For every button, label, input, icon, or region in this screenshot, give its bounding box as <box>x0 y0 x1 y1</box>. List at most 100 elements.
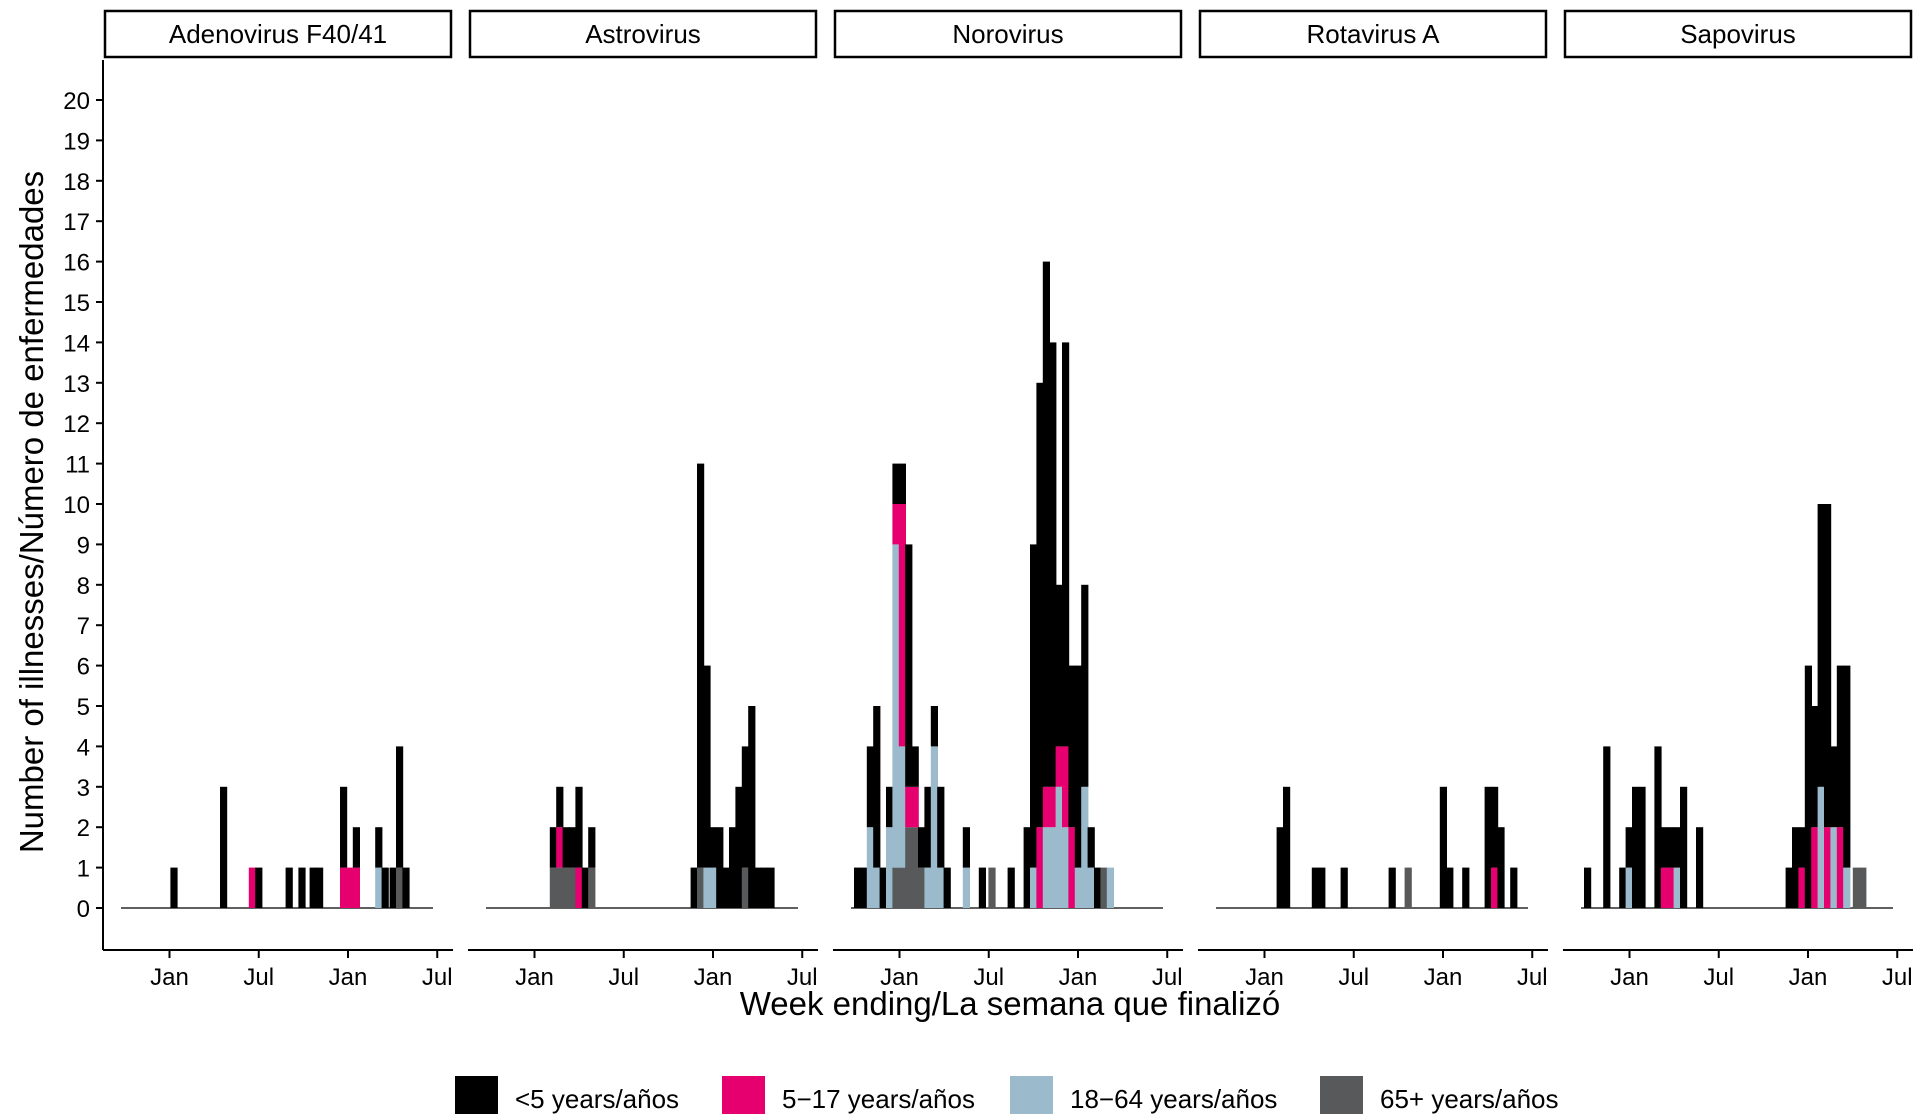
bar-segment <box>575 867 583 908</box>
bar-segment <box>316 867 324 908</box>
bar-segment <box>1081 584 1089 787</box>
bar-segment <box>873 867 881 908</box>
bar-segment <box>549 827 557 868</box>
y-tick-label: 16 <box>63 250 90 277</box>
bar-segment <box>873 706 881 868</box>
bar-segment <box>352 867 360 908</box>
bar-segment <box>1836 827 1844 908</box>
bar-segment <box>1619 867 1627 908</box>
bar-segment <box>1673 867 1681 908</box>
facet-title: Rotavirus A <box>1307 19 1441 49</box>
bar-segment <box>1667 867 1675 908</box>
bar-segment <box>911 786 919 828</box>
bar-segment <box>690 867 698 908</box>
bar-segment <box>918 867 926 908</box>
x-tick-label: Jul <box>422 964 453 991</box>
y-tick-label: 11 <box>65 452 90 479</box>
bar-segment <box>709 827 717 868</box>
bar-segment <box>402 867 410 908</box>
bar-segment <box>1042 786 1050 828</box>
y-tick-label: 1 <box>77 856 90 883</box>
y-tick-label: 14 <box>63 330 90 357</box>
bar-segment <box>1087 867 1095 908</box>
x-tick-label: Jan <box>1245 964 1284 991</box>
bar-segment <box>581 867 589 908</box>
bar-segment <box>1811 827 1819 908</box>
bar-segment <box>1484 786 1492 908</box>
bar-segment <box>918 827 926 868</box>
bar-segment <box>1276 827 1284 908</box>
bar-segment <box>1062 342 1070 747</box>
bar-segment <box>1068 665 1076 828</box>
bar-segment <box>389 867 397 908</box>
bar-segment <box>741 867 749 908</box>
bar-segment <box>1830 746 1838 828</box>
bar-segment <box>716 827 724 908</box>
x-tick-label: Jan <box>329 964 368 991</box>
bar-segment <box>1087 827 1095 868</box>
y-tick-label: 20 <box>63 88 90 115</box>
bar-segment <box>309 867 317 908</box>
bar-segment <box>1042 261 1050 787</box>
legend-label: <5 years/años <box>515 1084 679 1114</box>
bar-segment <box>1673 827 1681 868</box>
bar-segment <box>255 867 263 908</box>
bar-segment <box>1318 867 1326 908</box>
y-tick-label: 0 <box>77 896 90 923</box>
bar-segment <box>866 746 874 828</box>
bar-segment <box>1660 867 1668 908</box>
bar-segment <box>1062 827 1070 908</box>
y-tick-label: 13 <box>63 371 90 398</box>
bar-segment <box>1388 867 1396 908</box>
bar-segment <box>962 827 970 868</box>
facet-title: Sapovirus <box>1680 19 1796 49</box>
bar-segment <box>1030 544 1038 868</box>
legend-label: 5−17 years/años <box>782 1084 975 1114</box>
bar-segment <box>549 867 557 908</box>
facet-strip <box>103 9 453 59</box>
bar-segment <box>1311 867 1319 908</box>
bar-segment <box>978 867 986 908</box>
bar-segment <box>1062 746 1070 828</box>
facet-panel: Astrovirus Jan Jul Jan Jul <box>468 9 818 991</box>
x-tick-label: Jan <box>1059 964 1098 991</box>
bar-segment <box>937 867 945 908</box>
bar-segment <box>1654 746 1662 908</box>
bar-segment <box>911 746 919 787</box>
x-tick-label: Jul <box>243 964 274 991</box>
y-tick-label: 8 <box>77 573 90 600</box>
legend-label: 65+ years/años <box>1380 1084 1559 1114</box>
bar-segment <box>340 786 348 868</box>
bar-segment <box>248 867 256 908</box>
bar-segment <box>892 504 900 545</box>
bar-segment <box>1798 867 1806 908</box>
facet-panel: Norovirus Jan Jul Jan Jul <box>833 9 1183 991</box>
bar-segment <box>346 867 354 908</box>
bar-segment <box>575 786 583 868</box>
y-tick-label: 4 <box>77 734 90 761</box>
bar-segment <box>1081 786 1089 908</box>
bar-segment <box>396 867 404 908</box>
x-tick-label: Jan <box>1424 964 1463 991</box>
facet-panel: Sapovirus Jan Jul Jan Jul <box>1563 9 1913 991</box>
bar-segment <box>697 867 705 908</box>
bar-segment <box>340 867 348 908</box>
bar-segment <box>1830 827 1838 908</box>
y-tick-label: 5 <box>77 694 90 721</box>
bar-segment <box>556 827 564 868</box>
bar-segment <box>905 786 913 828</box>
bar-segment <box>1798 827 1806 868</box>
bar-segment <box>905 544 913 787</box>
bar-segment <box>1055 584 1063 747</box>
facet-strip <box>468 9 818 59</box>
x-tick-label: Jul <box>608 964 639 991</box>
bar-segment <box>1696 827 1704 908</box>
bar-segment <box>562 867 570 908</box>
bar-segment <box>911 827 919 908</box>
bar-segment <box>1094 867 1102 908</box>
x-tick-label: Jul <box>1703 964 1734 991</box>
bar-segment <box>1491 786 1499 868</box>
bar-segment <box>1055 746 1063 787</box>
bar-segment <box>352 827 360 868</box>
facet-panel: Adenovirus F40/41 Jan Jul Jan Jul <box>103 9 453 991</box>
